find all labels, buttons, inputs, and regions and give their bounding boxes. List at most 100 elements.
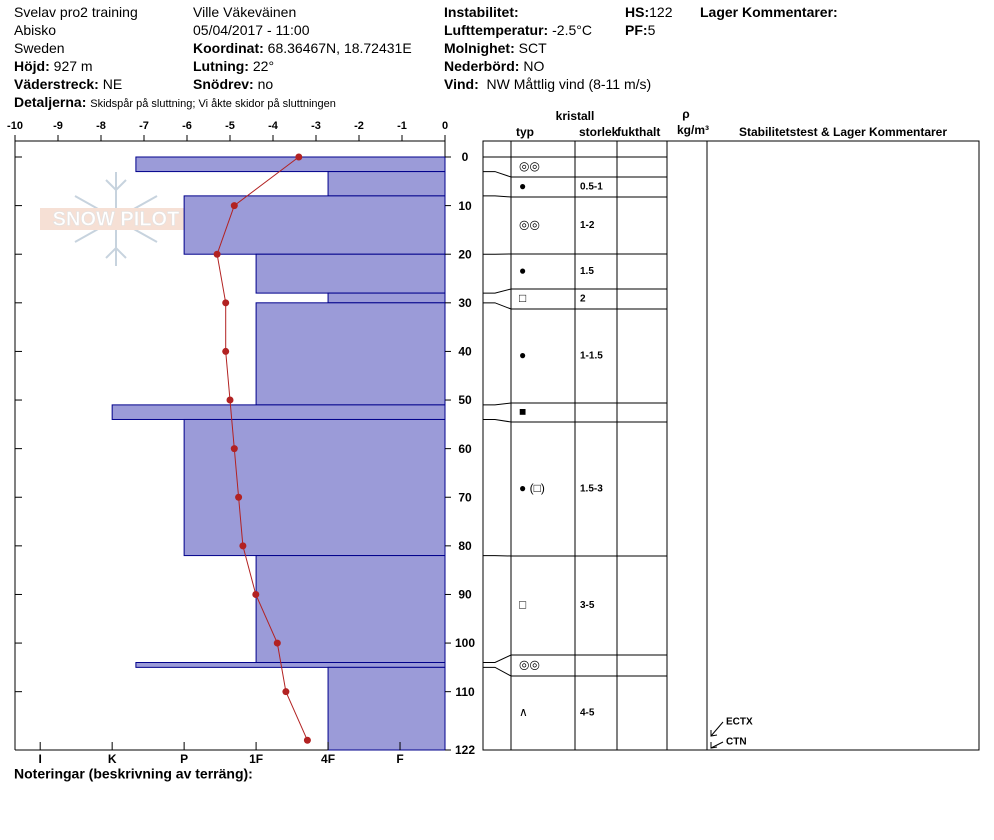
- field: Snödrev: no: [193, 75, 273, 93]
- temperature-point: [222, 299, 230, 307]
- y-tick-label: 60: [458, 442, 472, 456]
- x-tick-label: -6: [182, 120, 192, 132]
- crystal-type: ●: [519, 348, 526, 362]
- value: 5: [647, 22, 656, 38]
- x-tick-label: -8: [96, 120, 106, 132]
- field: Molnighet: SCT: [444, 39, 547, 57]
- temperature-point: [230, 202, 238, 210]
- column-header: Stabilitetstest & Lager Kommentarer: [739, 125, 947, 139]
- label: Molnighet:: [444, 40, 515, 56]
- value: Skidspår på sluttning; Vi åkte skidor på…: [90, 98, 336, 110]
- label: Lufttemperatur:: [444, 22, 549, 38]
- label: Instabilitet:: [444, 4, 519, 20]
- x-tick-label: -9: [53, 120, 63, 132]
- crystal-type: ∧: [519, 705, 528, 719]
- temperature-point: [226, 396, 234, 404]
- text: Sweden: [14, 40, 65, 56]
- y-tick-label: 100: [455, 636, 475, 650]
- crystal-size: 2: [580, 294, 586, 305]
- text: Abisko: [14, 22, 57, 38]
- column-header: ρ: [682, 107, 689, 121]
- temperature-point: [252, 590, 260, 598]
- field: Höjd: 927 m: [14, 57, 93, 75]
- notes-label: Noteringar (beskrivning av terräng):: [14, 766, 253, 782]
- x-tick-label: -2: [354, 120, 364, 132]
- field: Koordinat: 68.36467N, 18.72431E: [193, 39, 412, 57]
- crystal-type: ● (□): [519, 481, 545, 495]
- text: Ville Väkeväinen: [193, 4, 297, 20]
- label: Koordinat:: [193, 40, 264, 56]
- stability-test: ECTX: [726, 717, 753, 728]
- temperature-point: [235, 493, 243, 501]
- value: NW Måttlig vind (8-11 m/s): [486, 76, 652, 92]
- label: Väderstreck:: [14, 76, 99, 92]
- layer-connector: [483, 302, 667, 310]
- x-tick-label: -3: [311, 120, 321, 132]
- crystal-type: ◎◎: [519, 658, 540, 672]
- column-header: kristall: [556, 109, 595, 123]
- logo-band: [40, 208, 192, 230]
- y-tick-label: 122: [455, 743, 475, 757]
- x-tick-label: -4: [268, 120, 279, 132]
- field: Vind: NW Måttlig vind (8-11 m/s): [444, 75, 651, 93]
- y-tick-label: 90: [458, 588, 472, 602]
- x-tick-label: -1: [397, 120, 407, 132]
- value: 927 m: [53, 58, 93, 74]
- hardness-tick-label: P: [180, 752, 188, 766]
- hardness-bar: [183, 195, 446, 255]
- layer-connector: [483, 195, 667, 198]
- column-header: fukthalt: [617, 125, 660, 139]
- hardness-bar: [327, 666, 446, 751]
- crystal-type: ●: [519, 264, 526, 278]
- crystal-size: 1-1.5: [580, 351, 603, 362]
- crystal-type: ■: [519, 405, 526, 419]
- y-tick-label: 10: [458, 199, 472, 213]
- hardness-bar: [255, 555, 446, 664]
- layer-connector: [483, 288, 667, 294]
- crystal-type: ●: [519, 179, 526, 193]
- temperature-point: [295, 153, 303, 161]
- label: Detaljerna:: [14, 94, 87, 110]
- layer-connector: [483, 418, 667, 423]
- layer-connector: [483, 402, 667, 406]
- temperature-point: [213, 250, 221, 258]
- value: no: [257, 76, 274, 92]
- hardness-bar: [183, 418, 446, 557]
- hardness-tick-label: 4F: [321, 752, 335, 766]
- layer-connector: [483, 171, 667, 178]
- value: 68.36467N, 18.72431E: [267, 40, 412, 56]
- text: 05/04/2017 - 11:00: [193, 22, 310, 38]
- hardness-bar: [135, 662, 446, 668]
- field: Detaljerna: Skidspår på sluttning; Vi åk…: [14, 93, 336, 113]
- crystal-size: 0.5-1: [580, 182, 603, 193]
- y-tick-label: 20: [458, 247, 472, 261]
- temperature-point: [222, 347, 230, 355]
- y-tick-label: 110: [455, 685, 475, 699]
- frame: [14, 140, 980, 751]
- x-tick-label: 0: [442, 120, 448, 132]
- temperature-point: [239, 542, 247, 550]
- crystal-type: □: [519, 598, 526, 612]
- label: Snödrev:: [193, 76, 254, 92]
- label: HS:: [625, 4, 650, 20]
- temperature-point: [273, 639, 281, 647]
- hardness-bar: [111, 404, 446, 420]
- hardness-tick-label: I: [39, 752, 42, 766]
- y-tick-label: 40: [458, 345, 472, 359]
- crystal-size: 4-5: [580, 708, 595, 719]
- value: -2.5°C: [552, 22, 592, 38]
- temperature-point: [282, 688, 290, 696]
- stability-arrowhead: [710, 730, 718, 737]
- crystal-type: ◎◎: [519, 159, 540, 173]
- label: Vind:: [444, 76, 479, 92]
- hardness-bar: [327, 292, 446, 304]
- column-header: storlek: [579, 125, 619, 139]
- field: Lutning: 22°: [193, 57, 274, 75]
- logo-text: SNOW PILOT: [53, 208, 180, 230]
- value: NE: [102, 76, 123, 92]
- x-tick-label: -7: [139, 120, 149, 132]
- y-tick-label: 30: [458, 296, 472, 310]
- field: HS:122: [625, 3, 672, 21]
- y-tick-label: 70: [458, 490, 472, 504]
